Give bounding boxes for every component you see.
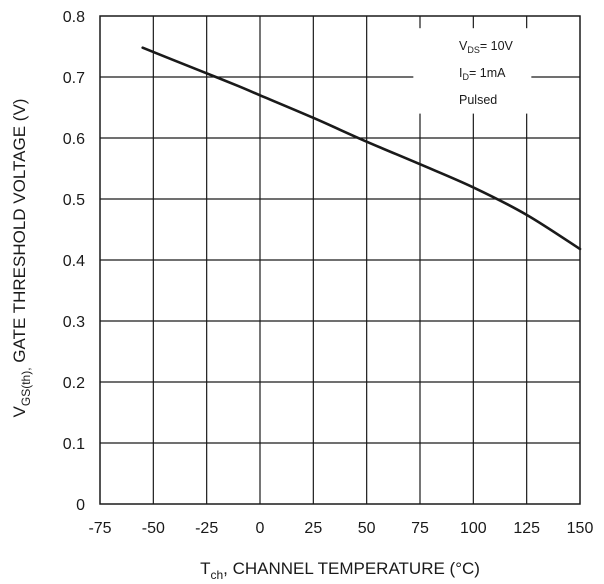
y-tick-label: 0.4 xyxy=(63,253,85,270)
x-tick-label: 50 xyxy=(358,520,376,537)
x-axis-label: Tch, CHANNEL TEMPERATURE (°C) xyxy=(200,559,480,582)
x-tick-label: 125 xyxy=(513,520,540,537)
x-tick-label: -25 xyxy=(195,520,218,537)
series-line xyxy=(141,46,582,251)
x-tick-label: 150 xyxy=(567,520,594,537)
y-tick-label: 0 xyxy=(76,497,85,514)
x-tick-label: -75 xyxy=(88,520,111,537)
conditions-box-background xyxy=(413,28,532,114)
condition-pulsed: Pulsed xyxy=(459,93,497,107)
y-tick-label: 0.7 xyxy=(63,70,85,87)
tick-labels: -75 -50 -25 0 25 50 75 100 125 150 0 0.1 0.2 0.3 0.4 0.… xyxy=(63,9,594,537)
y-tick-label: 0.3 xyxy=(63,314,85,331)
y-tick-label: 0.1 xyxy=(63,436,85,453)
y-tick-label: 0.5 xyxy=(63,192,85,209)
y-tick-label: 0.2 xyxy=(63,375,85,392)
y-tick-label: 0.6 xyxy=(63,131,85,148)
x-tick-label: -50 xyxy=(142,520,165,537)
x-tick-label: 100 xyxy=(460,520,487,537)
x-tick-label: 75 xyxy=(411,520,429,537)
plot-frame xyxy=(99,15,581,505)
condition-id: ID= 1mA xyxy=(459,66,506,82)
x-tick-label: 0 xyxy=(256,520,265,537)
conditions-box: VDS= 10V ID= 1mA Pulsed xyxy=(413,28,532,114)
condition-vds: VDS= 10V xyxy=(459,39,514,55)
x-tick-label: 25 xyxy=(304,520,322,537)
y-tick-label: 0.8 xyxy=(63,9,85,26)
y-axis-label: VGS(th), GATE THRESHOLD VOLTAGE (V) xyxy=(10,99,33,418)
